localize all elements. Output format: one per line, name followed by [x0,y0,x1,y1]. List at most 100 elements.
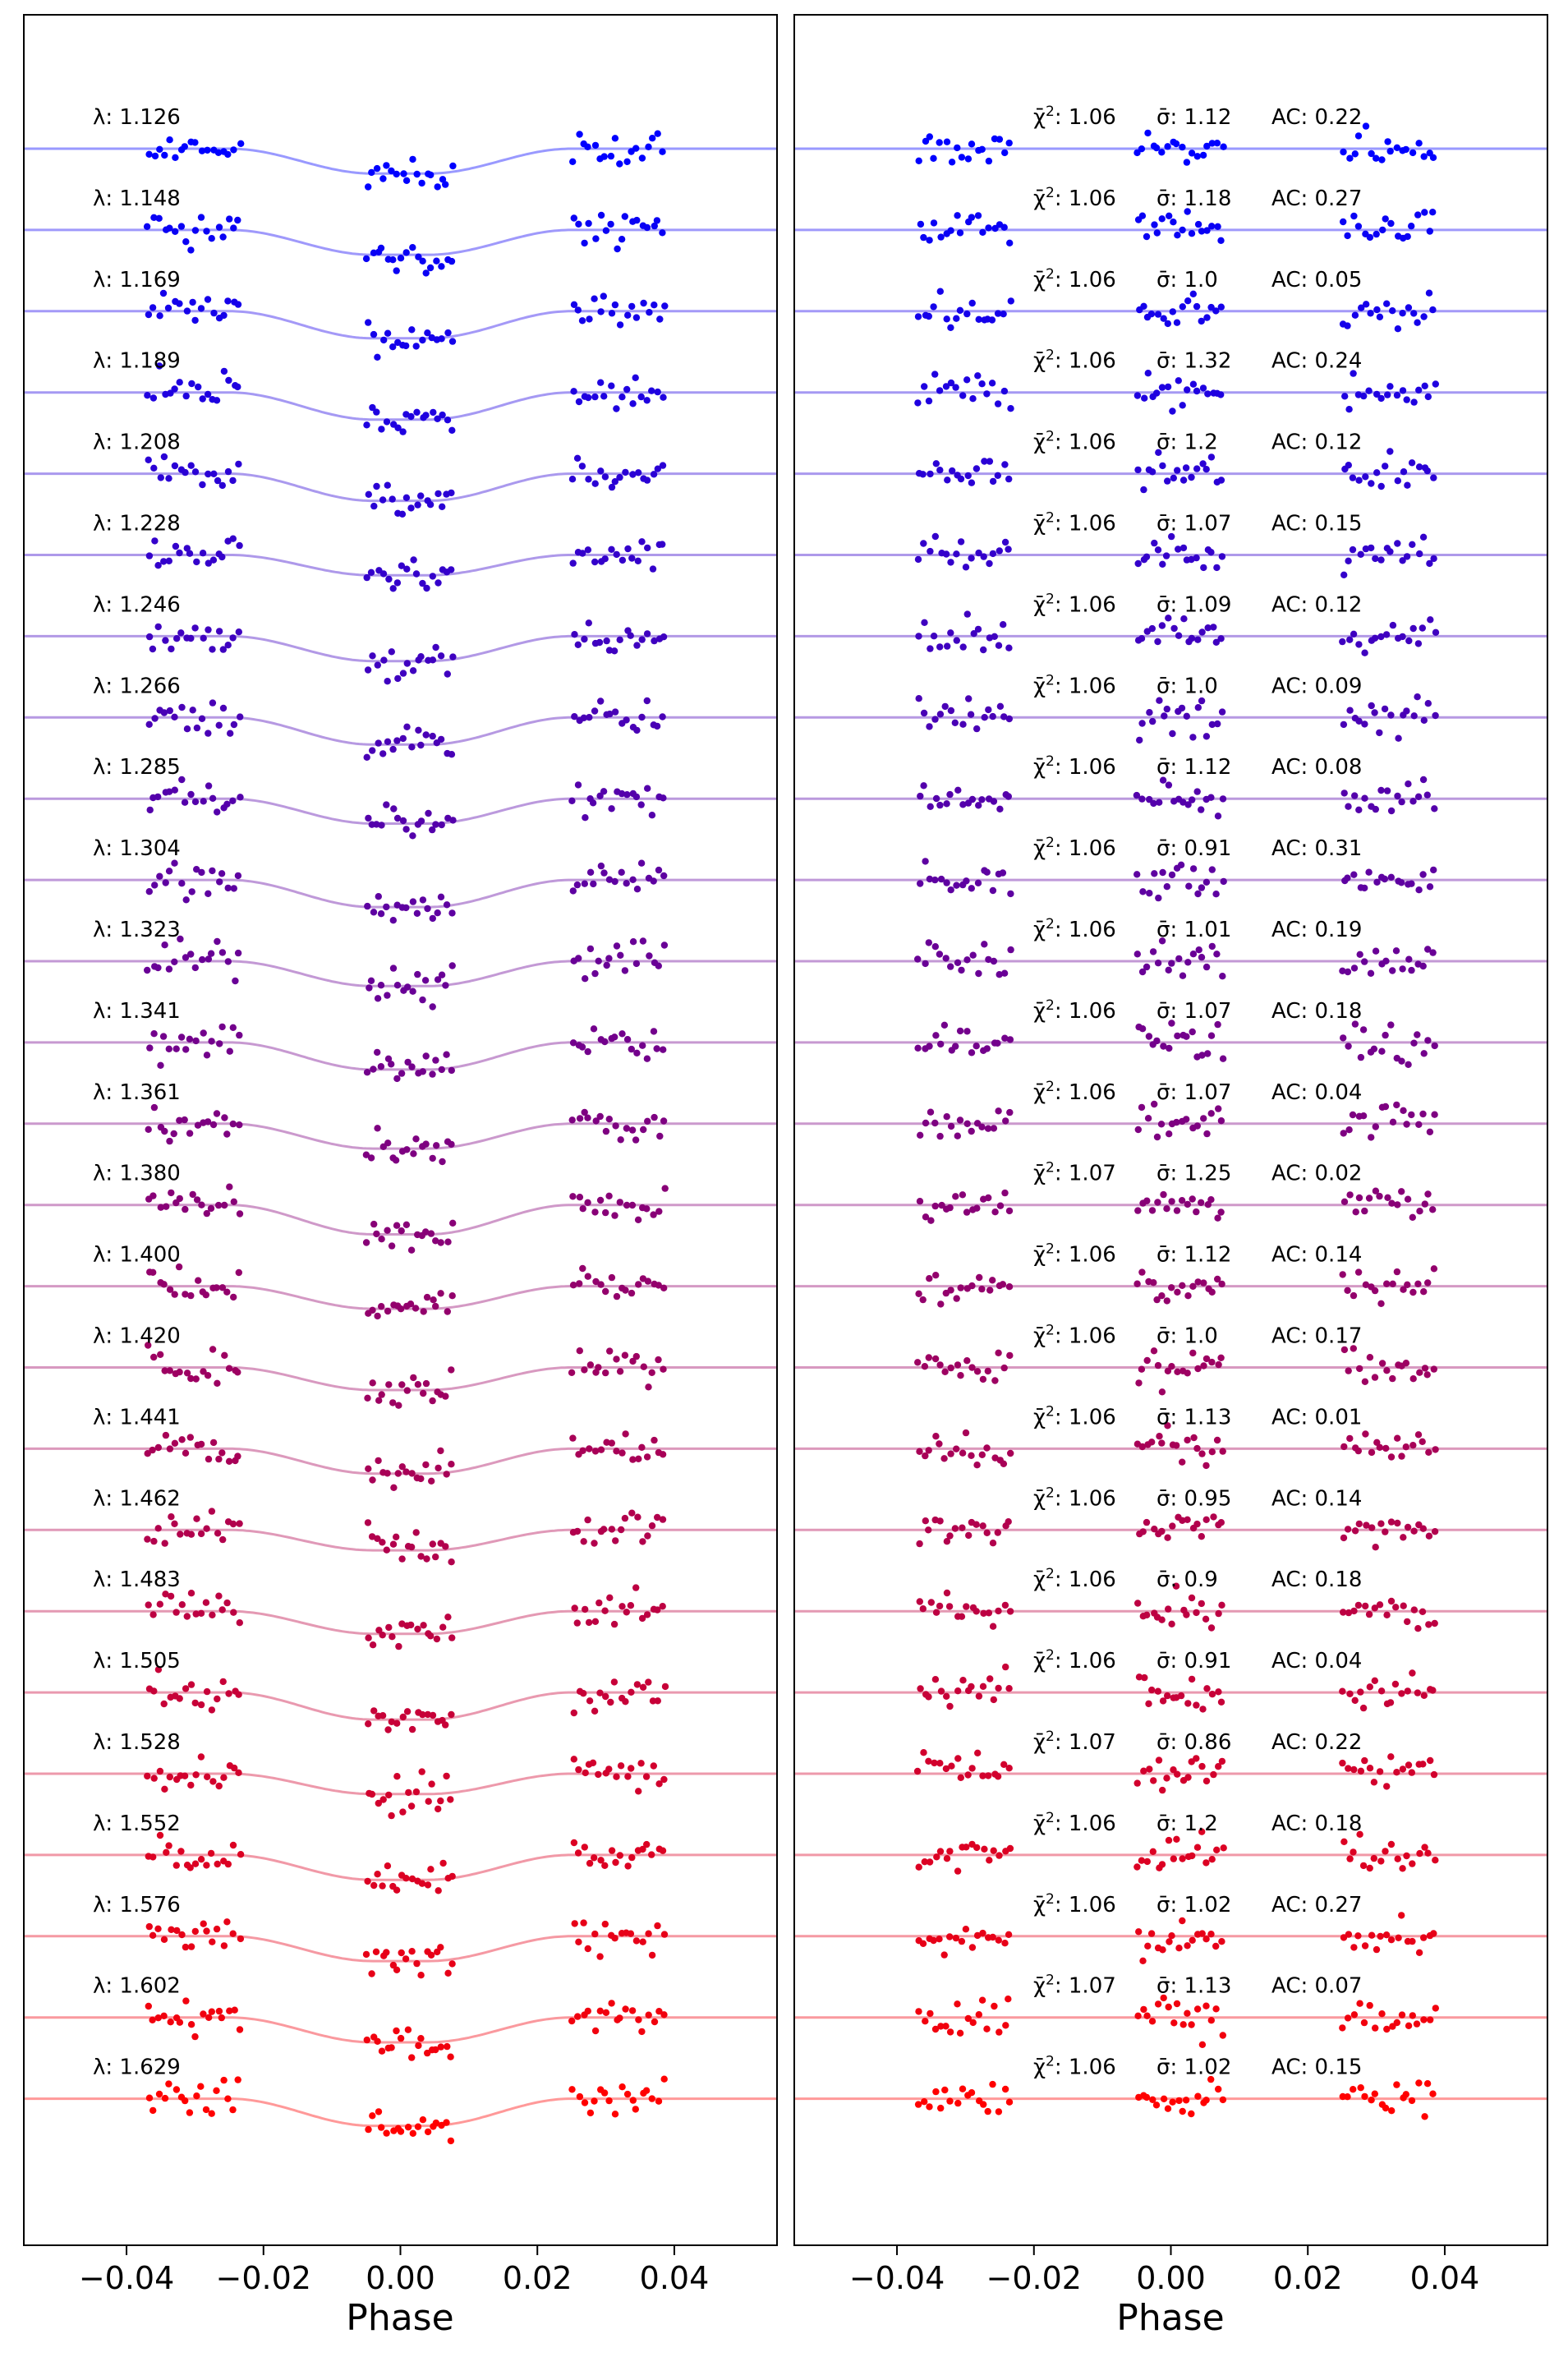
data-point [1431,1111,1438,1118]
data-point [616,2014,623,2022]
data-point [1409,2012,1417,2019]
data-point [618,790,626,798]
data-point [1419,1525,1428,1532]
left-x-axis-label: Phase [346,2297,453,2339]
data-point [936,1936,943,1943]
data-point [145,1126,152,1134]
data-point [370,909,378,916]
data-point [1138,1103,1146,1112]
data-point [438,971,446,978]
data-point [187,634,195,642]
data-point [198,1201,205,1208]
data-point [973,465,981,472]
data-point [187,1590,195,1597]
data-point [1393,391,1401,399]
data-point [970,630,977,638]
sigma-label: σ̄: 1.32 [1156,349,1231,374]
data-point [1400,1286,1407,1293]
data-point [1154,960,1162,967]
data-point [1199,1706,1207,1713]
data-point [1189,865,1198,872]
data-point [393,170,400,178]
data-point [1409,798,1417,805]
data-point [569,559,577,567]
data-point [218,1023,226,1031]
data-point [377,910,385,918]
data-point [1340,148,1347,156]
data-point [1202,2097,1210,2104]
data-point [1368,2097,1375,2104]
data-point [403,1387,411,1394]
data-point [1398,1188,1405,1195]
data-point [413,1959,421,1968]
data-point [1134,1126,1143,1134]
data-point [437,1290,444,1297]
data-point [1429,2090,1437,2097]
data-point [1215,2085,1222,2093]
data-point [1158,1388,1166,1396]
data-point [1424,946,1432,953]
data-point [1429,209,1437,216]
data-point [1344,2093,1351,2101]
data-point [1188,634,1196,642]
data-point [393,982,402,989]
data-point [644,1532,651,1540]
data-point [1415,463,1423,471]
data-point [430,408,437,417]
data-point [1355,1194,1363,1202]
data-point [1143,232,1151,241]
data-point [1169,1522,1176,1530]
data-point [1159,1697,1167,1705]
data-point [374,1048,381,1057]
data-point [637,859,646,867]
data-point [165,1045,172,1053]
data-point [988,316,996,324]
data-point [591,1707,599,1715]
data-point [650,471,658,478]
data-point [209,867,216,875]
data-point [409,155,416,163]
data-point [1002,1117,1009,1125]
data-point [1179,226,1186,234]
chi2-label: χ̄2: 1.06 [1033,510,1116,536]
data-point [991,1377,999,1384]
data-point [224,2095,232,2102]
data-point [373,482,380,490]
data-point [943,1538,951,1545]
data-point [1427,1756,1434,1765]
data-point [660,2011,668,2019]
sigma-label: σ̄: 1.13 [1156,1405,1231,1429]
data-point [1204,1050,1212,1057]
data-point [1220,1844,1227,1852]
data-point [1158,1616,1166,1623]
data-point [959,643,967,651]
data-point [595,957,602,965]
data-point [1134,1207,1142,1214]
data-point [417,1553,425,1560]
data-point [964,1771,972,1779]
data-point [1394,540,1401,547]
data-point [925,939,933,946]
data-point [973,1462,981,1469]
data-point [1354,1932,1362,1940]
data-point [596,1953,604,1960]
data-point [1134,466,1142,474]
data-point [638,538,646,546]
data-point [1366,1864,1373,1872]
data-point [1005,139,1013,147]
data-point [1155,1756,1163,1764]
data-point [1425,1448,1432,1457]
data-point [1371,634,1379,642]
data-point [608,1526,616,1533]
data-point [424,905,431,913]
data-point [1359,1026,1368,1033]
series-row: χ̄2: 1.06 σ̄: 1.0 AC: 0.05 [794,266,1547,333]
data-point [1389,1118,1397,1126]
data-point [368,1790,376,1798]
data-point [1376,313,1384,320]
data-point [448,1066,455,1075]
data-point [915,2008,922,2015]
data-point [975,1692,983,1700]
data-point [1202,466,1210,473]
data-point [225,376,232,384]
